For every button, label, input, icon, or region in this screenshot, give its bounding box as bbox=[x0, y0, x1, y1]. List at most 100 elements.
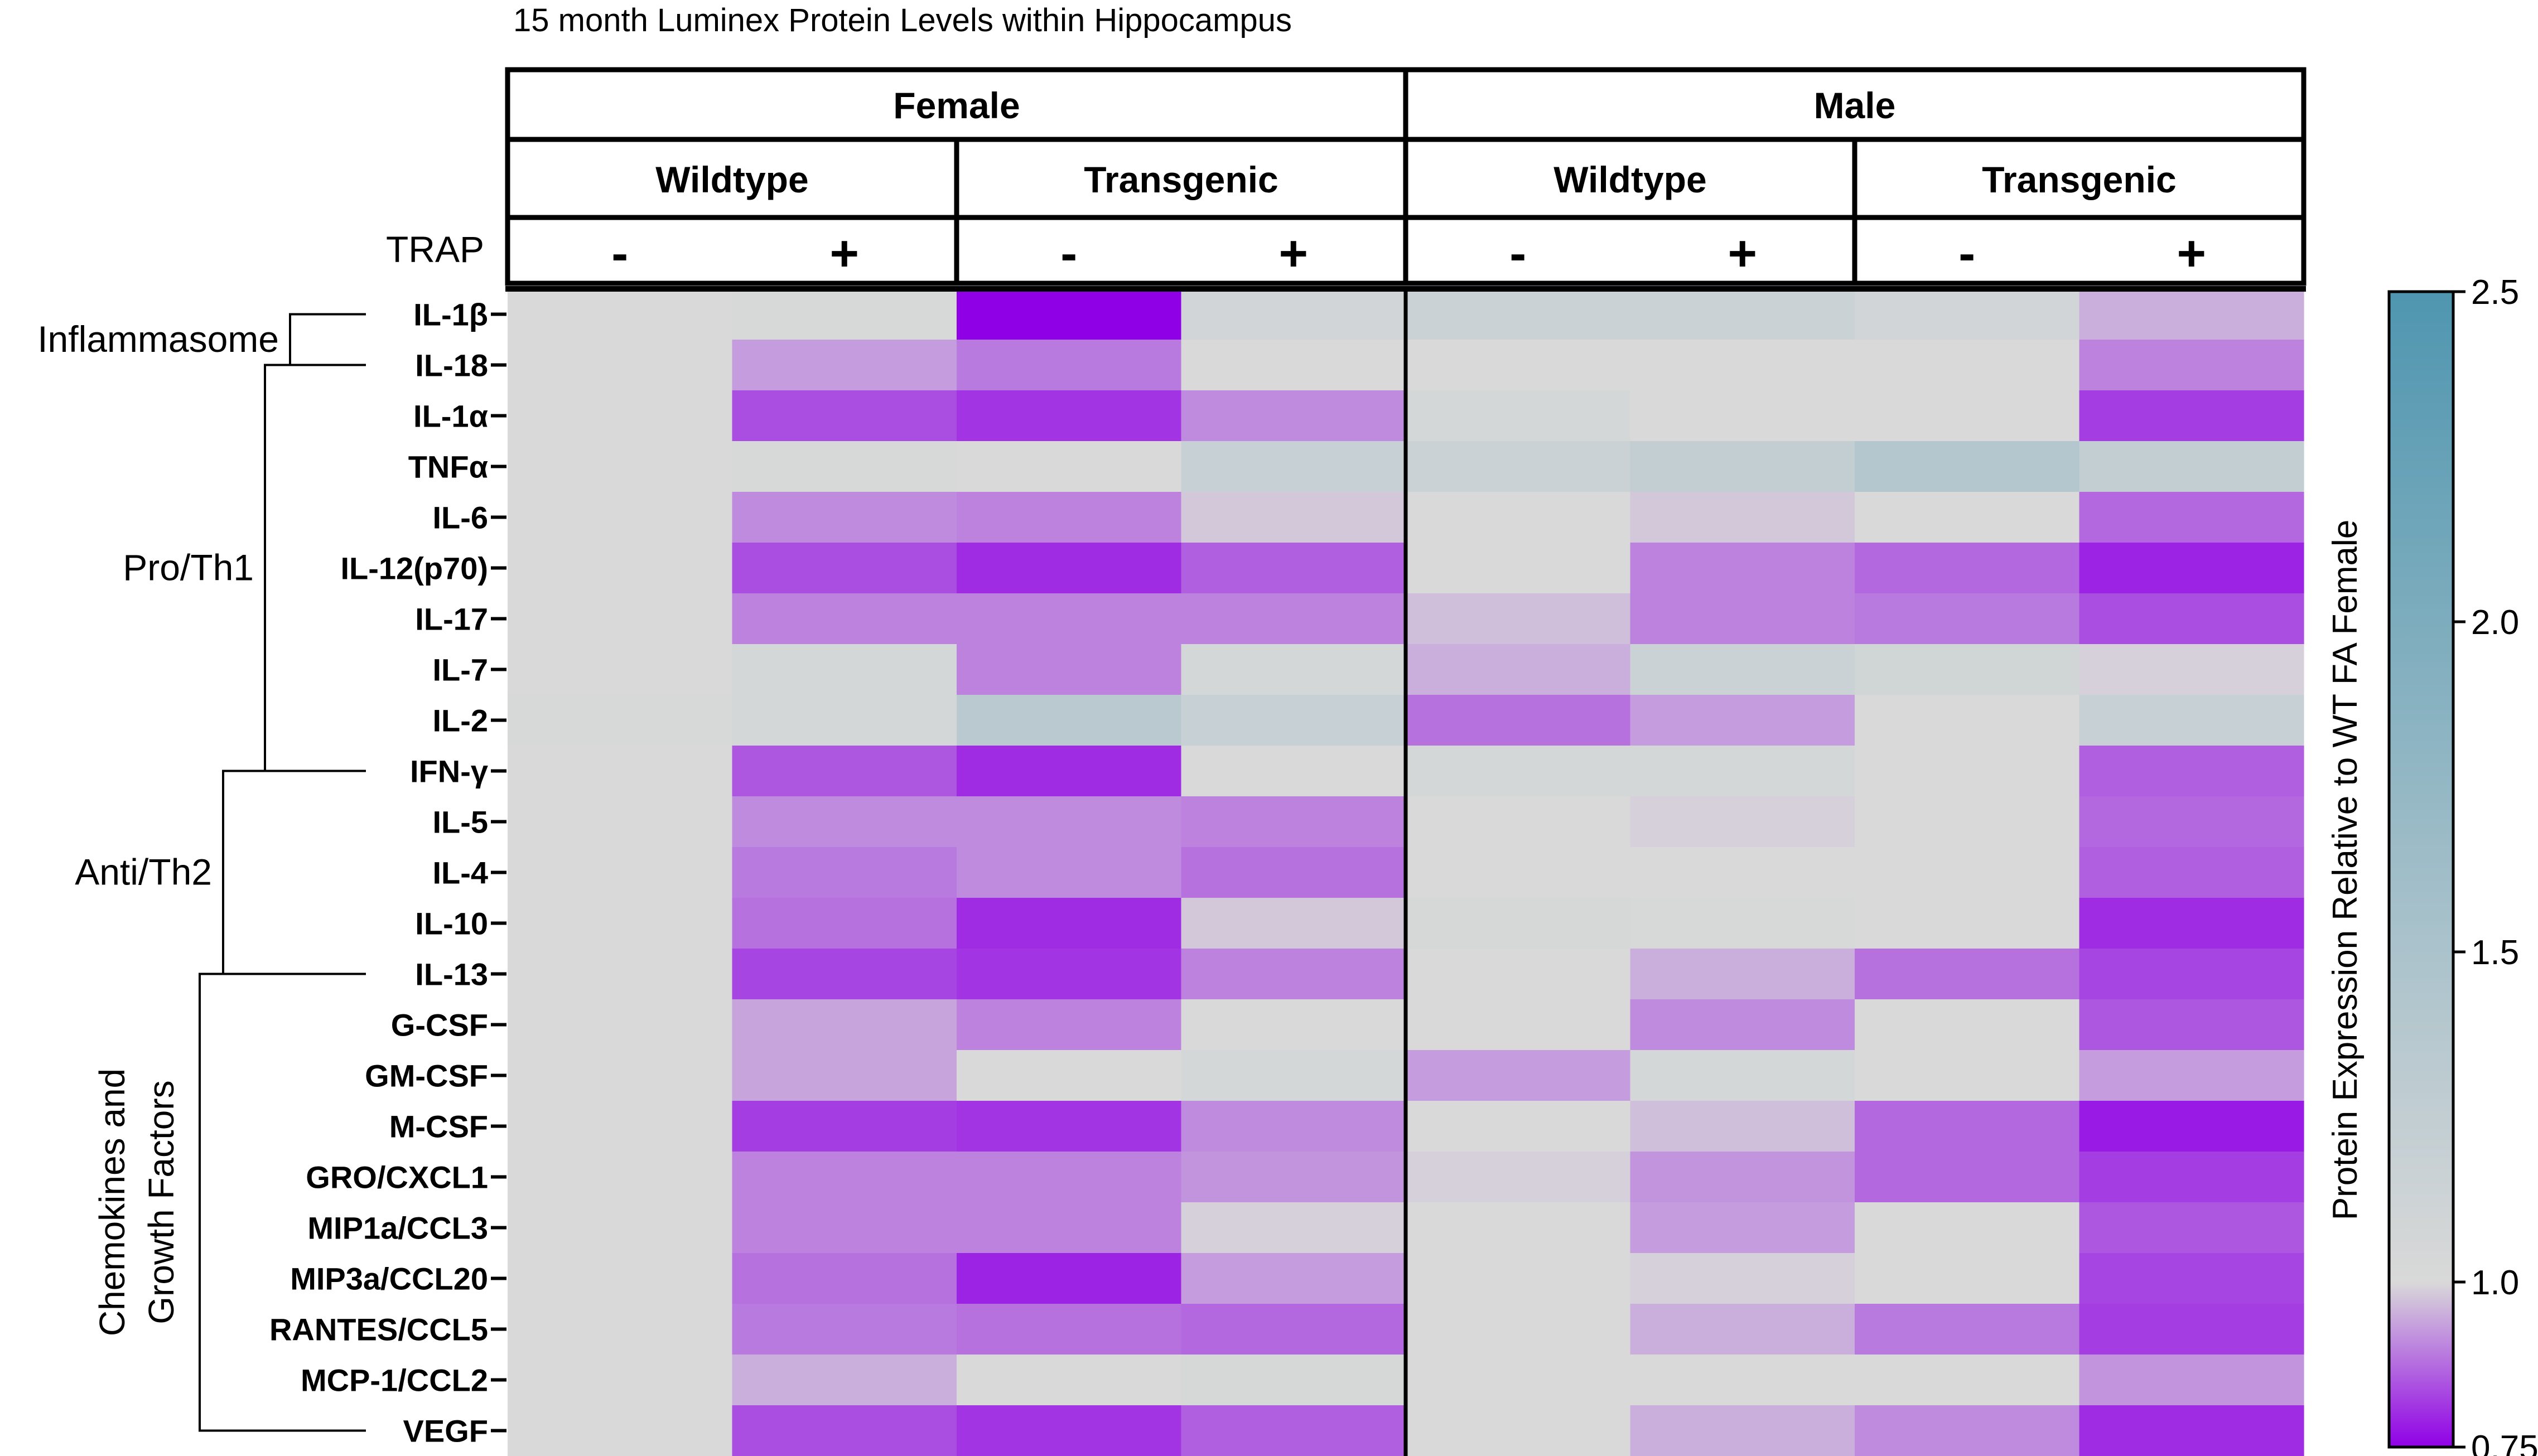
row-group-bracket bbox=[199, 973, 366, 1432]
heatmap-cell bbox=[732, 289, 957, 340]
trap-sign-label: - bbox=[1958, 226, 1975, 282]
heatmap-cell bbox=[508, 289, 733, 340]
heatmap-cell bbox=[1630, 1050, 1855, 1101]
sex-header-label: Female bbox=[893, 85, 1020, 126]
heatmap-cell bbox=[1855, 441, 2080, 492]
sex-header-label: Male bbox=[1814, 85, 1896, 126]
heatmap-cell bbox=[1630, 1253, 1855, 1304]
heatmap-cell bbox=[508, 898, 733, 949]
heatmap-cell bbox=[732, 1152, 957, 1203]
heatmap-cell bbox=[1181, 796, 1406, 848]
heatmap-cell bbox=[957, 1355, 1182, 1406]
heatmap-cell bbox=[1630, 289, 1855, 340]
colorbar-tick-label: 2.5 bbox=[2471, 273, 2519, 312]
row-group-label: Pro/Th1 bbox=[123, 547, 254, 588]
colorbar-gradient-bar bbox=[2387, 290, 2455, 1449]
row-label: RANTES/CCL5 bbox=[269, 1312, 488, 1347]
heatmap-cell bbox=[1855, 1101, 2080, 1152]
heatmap-cell bbox=[1406, 847, 1631, 898]
heatmap-cell bbox=[957, 999, 1182, 1051]
colorbar-tick-label: 0.75 bbox=[2471, 1429, 2538, 1456]
heatmap-cell bbox=[732, 340, 957, 391]
heatmap-cell bbox=[1855, 695, 2080, 746]
heatmap-cell bbox=[1855, 289, 2080, 340]
heatmap-cell bbox=[1406, 949, 1631, 1000]
heatmap-cell bbox=[2079, 949, 2304, 1000]
heatmap-cell bbox=[1855, 1355, 2080, 1406]
heatmap-cell bbox=[732, 644, 957, 695]
heatmap-cell bbox=[1630, 999, 1855, 1051]
heatmap-cell bbox=[508, 999, 733, 1051]
heatmap-cell bbox=[2079, 543, 2304, 594]
trap-sign-label: + bbox=[829, 226, 859, 282]
heatmap-cell bbox=[2079, 1050, 2304, 1101]
row-label: IL-18 bbox=[415, 348, 488, 383]
row-group-label: Chemokines and Growth Factors bbox=[92, 1068, 181, 1336]
row-label: IL-13 bbox=[415, 957, 488, 992]
heatmap-cell bbox=[1855, 1050, 2080, 1101]
heatmap-cell bbox=[508, 1253, 733, 1304]
heatmap-cell bbox=[732, 999, 957, 1051]
heatmap-cell bbox=[1855, 340, 2080, 391]
heatmap-cell bbox=[957, 492, 1182, 543]
heatmap-cell bbox=[732, 593, 957, 645]
heatmap-cell bbox=[2079, 441, 2304, 492]
heatmap-cell bbox=[2079, 847, 2304, 898]
column-header: Female Male Wildtype Transgenic Wildtype Tran… bbox=[386, 67, 2307, 286]
heatmap-cell bbox=[957, 746, 1182, 797]
heatmap-cell bbox=[732, 1101, 957, 1152]
heatmap-cell bbox=[1630, 441, 1855, 492]
heatmap-cell bbox=[508, 340, 733, 391]
heatmap-cell bbox=[1181, 390, 1406, 442]
heatmap-cell bbox=[1181, 1253, 1406, 1304]
genotype-header-label: Wildtype bbox=[655, 159, 808, 200]
heatmap-cell bbox=[1855, 898, 2080, 949]
heatmap-cell bbox=[1406, 1050, 1631, 1101]
heatmap-cell bbox=[2079, 746, 2304, 797]
heatmap-cell bbox=[732, 695, 957, 746]
heatmap-cell bbox=[732, 492, 957, 543]
row-label: IL-10 bbox=[415, 906, 488, 941]
heatmap-cell bbox=[508, 1202, 733, 1254]
trap-row-label: TRAP bbox=[386, 229, 484, 270]
heatmap-cell bbox=[2079, 340, 2304, 391]
heatmap-cell bbox=[732, 390, 957, 442]
heatmap-cell bbox=[732, 796, 957, 848]
heatmap-cell bbox=[508, 796, 733, 848]
heatmap-cell bbox=[1855, 1304, 2080, 1355]
heatmap-cell bbox=[1855, 1405, 2080, 1456]
heatmap-cell bbox=[732, 441, 957, 492]
heatmap-cell bbox=[1406, 898, 1631, 949]
row-label: G-CSF bbox=[391, 1008, 488, 1043]
heatmap-cell bbox=[1181, 543, 1406, 594]
heatmap-cell bbox=[508, 847, 733, 898]
row-label: GRO/CXCL1 bbox=[306, 1160, 488, 1195]
row-label: IL-5 bbox=[432, 805, 488, 840]
heatmap-cell bbox=[508, 949, 733, 1000]
row-group-label-line: Growth Factors bbox=[141, 1080, 181, 1324]
heatmap-cell bbox=[957, 847, 1182, 898]
heatmap-cell bbox=[2079, 695, 2304, 746]
heatmap-cell bbox=[1855, 1202, 2080, 1254]
heatmap-cell bbox=[1630, 1405, 1855, 1456]
heatmap-cell bbox=[1855, 847, 2080, 898]
colorbar-label: Protein Expression Relative to WT FA Fem… bbox=[2326, 520, 2365, 1221]
heatmap-cell bbox=[1855, 390, 2080, 442]
genotype-header-label: Transgenic bbox=[1982, 159, 2176, 200]
heatmap-cell bbox=[2079, 1253, 2304, 1304]
heatmap-cell bbox=[1406, 1405, 1631, 1456]
heatmap-cell bbox=[1181, 1101, 1406, 1152]
heatmap-cell bbox=[1406, 1152, 1631, 1203]
heatmap-cell bbox=[508, 1355, 733, 1406]
heatmap-cell bbox=[1855, 1152, 2080, 1203]
heatmap-cell bbox=[2079, 1405, 2304, 1456]
colorbar-tick-label: 2.0 bbox=[2471, 603, 2519, 642]
heatmap-cell bbox=[957, 593, 1182, 645]
heatmap-cell bbox=[957, 644, 1182, 695]
heatmap-cell bbox=[2079, 390, 2304, 442]
heatmap-cell bbox=[1406, 289, 1631, 340]
heatmap-cell bbox=[1406, 999, 1631, 1051]
heatmap-cell bbox=[508, 1152, 733, 1203]
heatmap-cell bbox=[1181, 999, 1406, 1051]
heatmap-cell bbox=[1181, 1202, 1406, 1254]
